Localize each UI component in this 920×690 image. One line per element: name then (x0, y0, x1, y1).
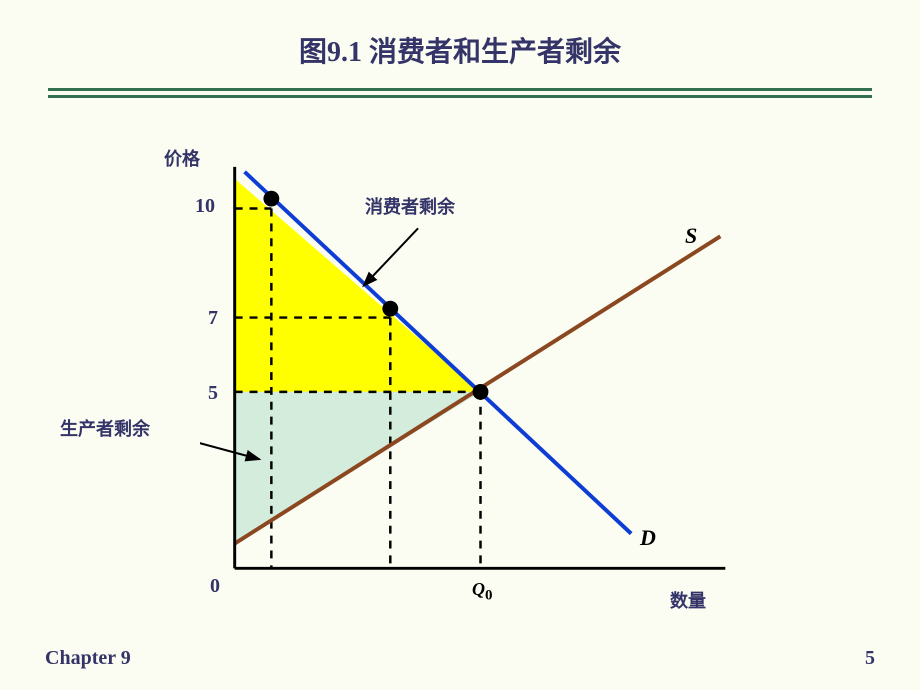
footer-page-number: 5 (865, 647, 875, 670)
title-rule (48, 88, 872, 98)
demand-label: D (640, 525, 656, 551)
q0-label: Q0 (472, 579, 493, 605)
ytick-7: 7 (208, 307, 218, 330)
supply-demand-chart: 价格 数量 0 10 7 5 D S 消费者剩余 生产者剩余 Q0 (200, 155, 760, 595)
y-axis-label: 价格 (164, 145, 200, 171)
ytick-5: 5 (208, 382, 218, 405)
supply-label: S (685, 223, 697, 249)
origin-label: 0 (210, 575, 220, 598)
ytick-10: 10 (195, 195, 215, 218)
producer-surplus-label: 生产者剩余 (60, 415, 150, 441)
page-title: 图9.1 消费者和生产者剩余 (0, 0, 920, 70)
x-axis-label: 数量 (670, 587, 706, 613)
footer-chapter: Chapter 9 (45, 647, 131, 670)
consumer-surplus-label: 消费者剩余 (365, 193, 455, 219)
